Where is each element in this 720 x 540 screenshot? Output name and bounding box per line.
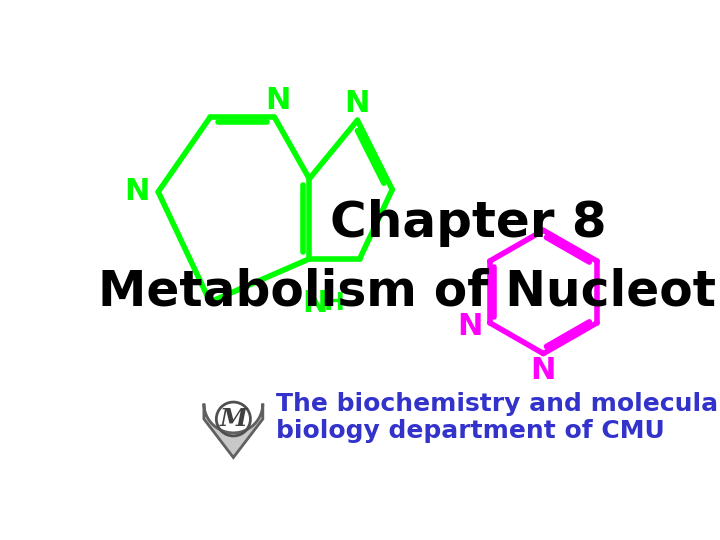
- Text: Chapter 8: Chapter 8: [330, 199, 607, 247]
- Text: biology department of CMU: biology department of CMU: [276, 418, 665, 443]
- Text: N: N: [531, 356, 556, 385]
- Text: M: M: [220, 407, 247, 431]
- Text: N: N: [458, 312, 483, 341]
- Text: N: N: [124, 177, 149, 206]
- Text: N: N: [302, 289, 328, 318]
- PathPatch shape: [204, 403, 263, 457]
- Text: H: H: [324, 292, 345, 315]
- Text: N: N: [345, 89, 370, 118]
- Text: Metabolism of Nucleotides: Metabolism of Nucleotides: [98, 268, 720, 316]
- Text: N: N: [266, 86, 291, 114]
- Text: The biochemistry and molecular: The biochemistry and molecular: [276, 392, 720, 416]
